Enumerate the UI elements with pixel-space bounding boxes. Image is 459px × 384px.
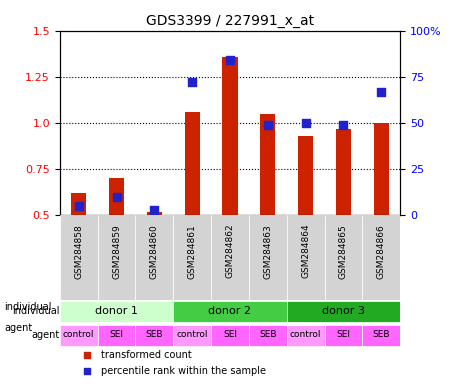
FancyBboxPatch shape [173, 301, 286, 323]
Text: donor 3: donor 3 [321, 306, 364, 316]
FancyBboxPatch shape [97, 215, 135, 300]
FancyBboxPatch shape [286, 325, 324, 346]
Text: donor 2: donor 2 [208, 306, 251, 316]
Text: SEB: SEB [372, 331, 389, 339]
FancyBboxPatch shape [173, 215, 211, 300]
Text: GSM284860: GSM284860 [150, 224, 158, 278]
Point [83, 367, 90, 374]
Text: agent: agent [5, 323, 33, 333]
FancyBboxPatch shape [324, 215, 362, 300]
Text: control: control [289, 331, 321, 339]
FancyBboxPatch shape [248, 215, 286, 300]
Point [301, 120, 308, 126]
Text: GSM284864: GSM284864 [301, 224, 309, 278]
Bar [260, 114, 275, 215]
Text: control: control [63, 331, 94, 339]
Text: control: control [176, 331, 207, 339]
Bar [297, 136, 313, 215]
Text: transformed count: transformed count [101, 349, 191, 359]
FancyBboxPatch shape [173, 325, 211, 346]
Point [339, 122, 347, 128]
Text: SEI: SEI [109, 331, 123, 339]
Point [263, 122, 271, 128]
Text: GSM284859: GSM284859 [112, 224, 121, 278]
Text: GSM284863: GSM284863 [263, 224, 272, 278]
Bar [222, 56, 237, 215]
FancyBboxPatch shape [60, 215, 97, 300]
Point [188, 79, 196, 86]
Point [151, 207, 158, 213]
Text: individual: individual [12, 306, 60, 316]
Text: percentile rank within the sample: percentile rank within the sample [101, 366, 265, 376]
FancyBboxPatch shape [60, 301, 173, 323]
Text: GSM284862: GSM284862 [225, 224, 234, 278]
FancyBboxPatch shape [248, 325, 286, 346]
FancyBboxPatch shape [60, 325, 97, 346]
Point [75, 203, 82, 209]
Bar [184, 112, 199, 215]
Bar [109, 179, 124, 215]
FancyBboxPatch shape [135, 215, 173, 300]
Bar [335, 129, 350, 215]
Text: individual: individual [5, 302, 52, 312]
Text: SEI: SEI [223, 331, 236, 339]
FancyBboxPatch shape [211, 325, 248, 346]
FancyBboxPatch shape [286, 215, 324, 300]
FancyBboxPatch shape [286, 301, 399, 323]
FancyBboxPatch shape [97, 325, 135, 346]
Point [226, 57, 233, 63]
Text: SEI: SEI [336, 331, 350, 339]
FancyBboxPatch shape [362, 325, 399, 346]
Text: GSM284861: GSM284861 [187, 224, 196, 278]
Text: agent: agent [32, 330, 60, 340]
FancyBboxPatch shape [362, 215, 399, 300]
Text: SEB: SEB [258, 331, 276, 339]
Text: SEB: SEB [146, 331, 163, 339]
Text: GSM284858: GSM284858 [74, 224, 83, 278]
Text: GSM284866: GSM284866 [376, 224, 385, 278]
Text: GSM284865: GSM284865 [338, 224, 347, 278]
Text: donor 1: donor 1 [95, 306, 138, 316]
Bar [71, 193, 86, 215]
FancyBboxPatch shape [211, 215, 248, 300]
Title: GDS3399 / 227991_x_at: GDS3399 / 227991_x_at [146, 14, 313, 28]
Bar [146, 212, 162, 215]
FancyBboxPatch shape [324, 325, 362, 346]
Bar [373, 123, 388, 215]
Point [112, 194, 120, 200]
FancyBboxPatch shape [135, 325, 173, 346]
Point [83, 351, 90, 358]
Point [377, 89, 384, 95]
